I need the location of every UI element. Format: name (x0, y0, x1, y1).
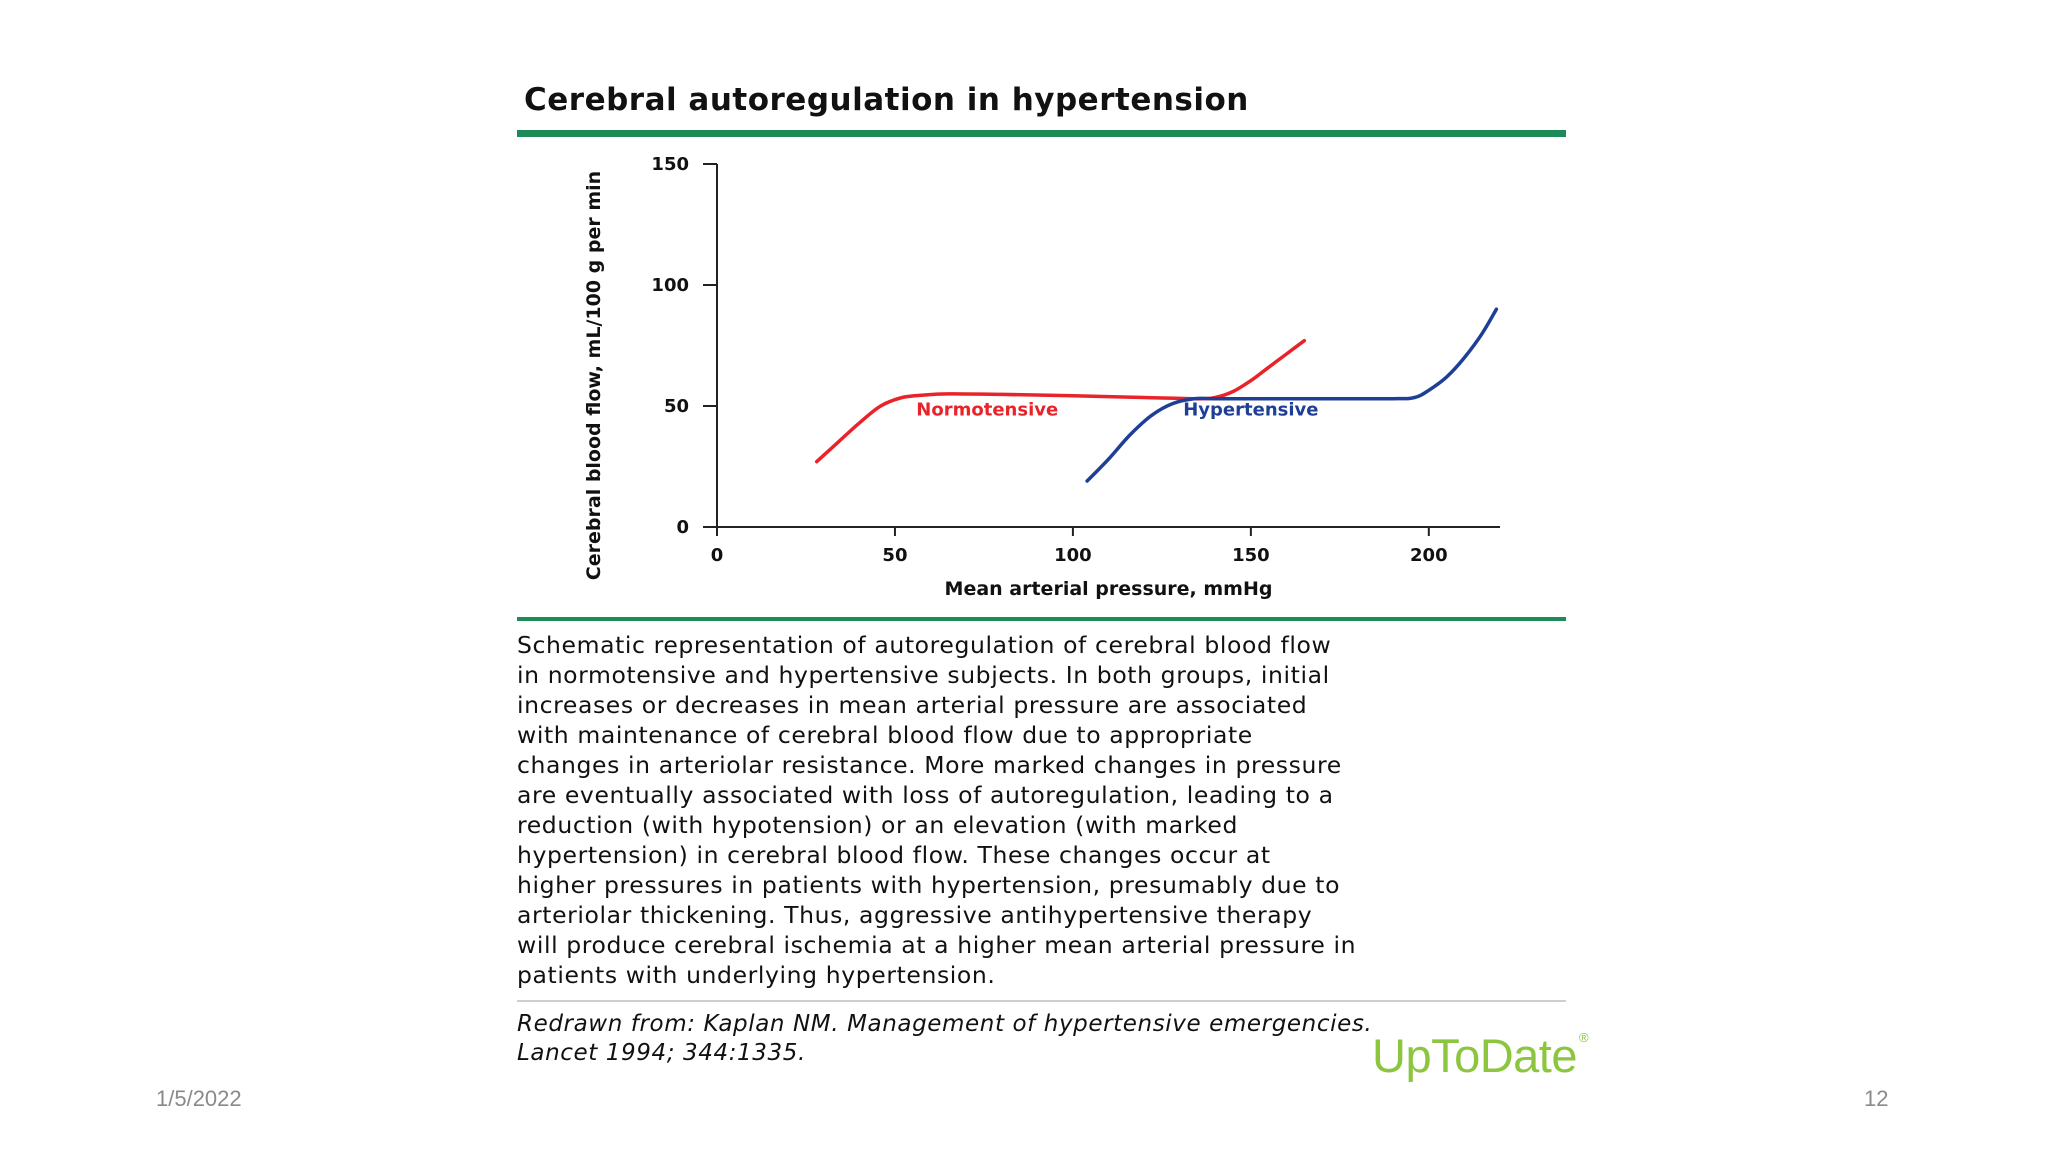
y-tick-label: 50 (664, 396, 689, 417)
caption-line: Schematic representation of autoregulati… (517, 631, 1332, 659)
series-line-normotensive (814, 338, 1307, 464)
slide-page-number: 12 (1864, 1086, 1889, 1111)
reference-line: Redrawn from: Kaplan NM. Management of h… (517, 1011, 1373, 1037)
reference-line: Lancet 1994; 344:1335. (517, 1040, 806, 1066)
caption-line: in normotensive and hypertensive subject… (517, 661, 1330, 689)
caption-line: with maintenance of cerebral blood flow … (517, 721, 1253, 749)
y-tick-label: 150 (651, 154, 689, 175)
figure-reference: Redrawn from: Kaplan NM. Management of h… (517, 1010, 1557, 1068)
x-tick-label: 200 (1410, 545, 1448, 566)
x-tick-label: 100 (1054, 545, 1092, 566)
chart-series (814, 307, 1499, 483)
reference-divider (517, 1000, 1566, 1002)
figure-title: Cerebral autoregulation in hypertension (524, 82, 1249, 118)
caption-line: arteriolar thickening. Thus, aggressive … (517, 901, 1313, 929)
y-axis-label: Cerebral blood flow, mL/100 g per min (583, 171, 605, 580)
caption-line: changes in arteriolar resistance. More m… (517, 751, 1342, 779)
slide-date: 1/5/2022 (156, 1086, 242, 1111)
series-line-hypertensive (1085, 307, 1499, 483)
uptodate-logo: UpToDate ® (1372, 1028, 1589, 1083)
caption-line: reduction (with hypotension) or an eleva… (517, 811, 1238, 839)
caption-line: patients with underlying hypertension. (517, 961, 996, 989)
title-divider (517, 130, 1566, 137)
logo-text: UpToDate (1372, 1029, 1578, 1082)
series-label-hypertensive: Hypertensive (1183, 400, 1318, 421)
series-label-normotensive: Normotensive (916, 400, 1058, 421)
x-axis-label: Mean arterial pressure, mmHg (945, 578, 1273, 600)
x-tick-label: 0 (711, 545, 724, 566)
caption-line: higher pressures in patients with hypert… (517, 871, 1341, 899)
chart-ticks: 0 50 100 150 200 0 50 100 150 (651, 154, 1447, 566)
y-tick-label: 0 (676, 517, 689, 538)
figure-caption: Schematic representation of autoregulati… (517, 630, 1557, 990)
caption-line: are eventually associated with loss of a… (517, 781, 1334, 809)
autoregulation-chart: 0 50 100 150 200 0 50 100 150 Mean arterial pres… (583, 154, 1500, 600)
registered-mark: ® (1579, 1030, 1589, 1045)
x-tick-label: 150 (1232, 545, 1270, 566)
chart-labels: Mean arterial pressure, mmHg Cerebral blo… (583, 171, 1318, 600)
caption-divider (517, 617, 1566, 621)
y-tick-label: 100 (651, 275, 689, 296)
caption-line: increases or decreases in mean arterial … (517, 691, 1308, 719)
caption-line: hypertension) in cerebral blood flow. Th… (517, 841, 1271, 869)
chart-axes (716, 164, 1500, 528)
x-tick-label: 50 (882, 545, 907, 566)
caption-line: will produce cerebral ischemia at a high… (517, 931, 1357, 959)
